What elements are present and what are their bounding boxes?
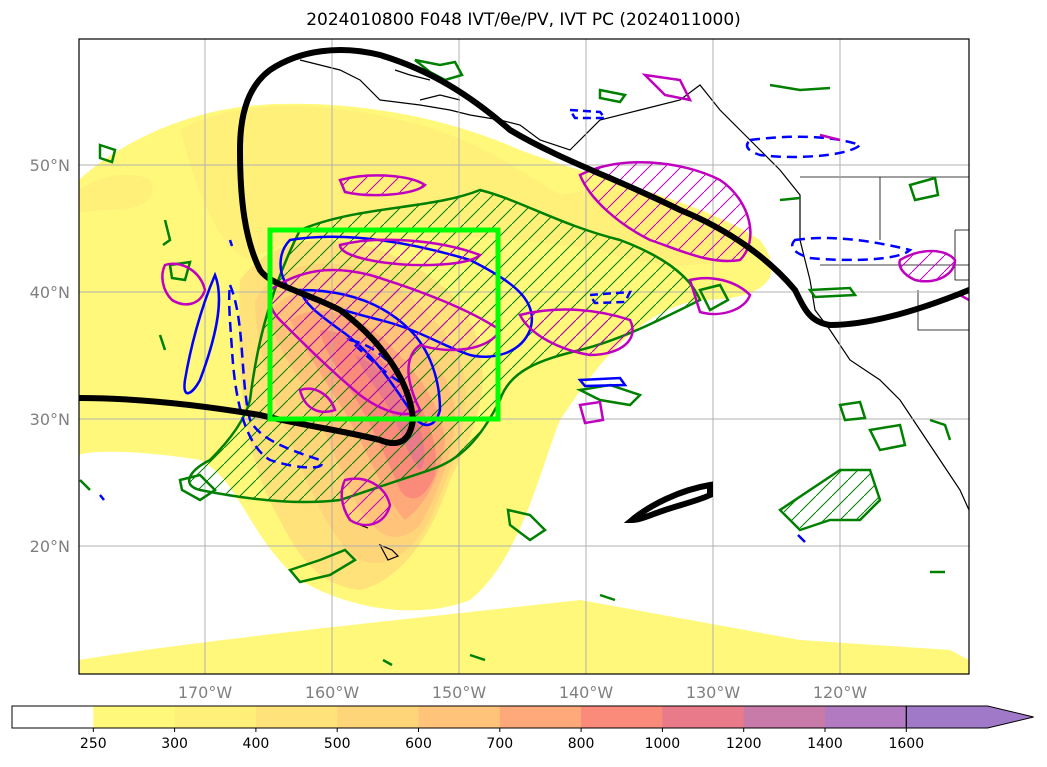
colorbar-outline (11, 705, 907, 729)
map-frame (78, 38, 970, 675)
lon-label: 170°W (178, 683, 233, 702)
colorbar-tick-label: 1600 (888, 736, 924, 752)
colorbar-tick-label: 1400 (807, 736, 843, 752)
lon-label: 120°W (813, 683, 868, 702)
lat-labels: 50°N 40°N 30°N 20°N (30, 156, 70, 556)
colorbar-tick-label: 700 (486, 736, 513, 752)
colorbar-tick-label: 250 (80, 736, 107, 752)
chart-title: 2024010800 F048 IVT/θe/PV, IVT PC (20240… (306, 10, 741, 30)
coastlines (299, 59, 969, 561)
colorbar-segment (418, 706, 501, 728)
lon-label: 130°W (686, 683, 741, 702)
colorbar-segment (825, 706, 907, 728)
lat-label: 50°N (30, 156, 70, 175)
colorbar-tick-label: 1000 (645, 736, 681, 752)
lat-label: 30°N (30, 410, 70, 429)
colorbar-tick-label: 300 (161, 736, 188, 752)
lon-label: 140°W (559, 683, 614, 702)
lat-label: 20°N (30, 537, 70, 556)
lat-label: 40°N (30, 283, 70, 302)
colorbar-tick-label: 800 (568, 736, 595, 752)
colorbar-tick-label: 500 (324, 736, 351, 752)
colorbar-tick-label: 600 (405, 736, 432, 752)
colorbar-segment (743, 706, 826, 728)
colorbar-tick-label: 1200 (726, 736, 762, 752)
colorbar: 250 300 400 500 600 700 800 1000 1200 1400 1600 (11, 705, 1034, 752)
colorbar-segment (499, 706, 582, 728)
colorbar-tick-label: 400 (243, 736, 270, 752)
colorbar-segment (174, 706, 257, 728)
lon-label: 150°W (432, 683, 487, 702)
colorbar-extend-arrow (905, 705, 1034, 729)
colorbar-segment (581, 706, 663, 728)
colorbar-segment (662, 706, 745, 728)
highlight-box (267, 227, 501, 422)
colorbar-segment (337, 706, 419, 728)
lon-labels: 170°W 160°W 150°W 140°W 130°W 120°W (178, 683, 868, 702)
ivt-pc-contours (79, 47, 969, 524)
map-content (79, 39, 969, 674)
colorbar-segment (12, 706, 94, 728)
colorbar-segment (255, 706, 338, 728)
colorbar-segment (93, 706, 176, 728)
lon-label: 160°W (305, 683, 360, 702)
